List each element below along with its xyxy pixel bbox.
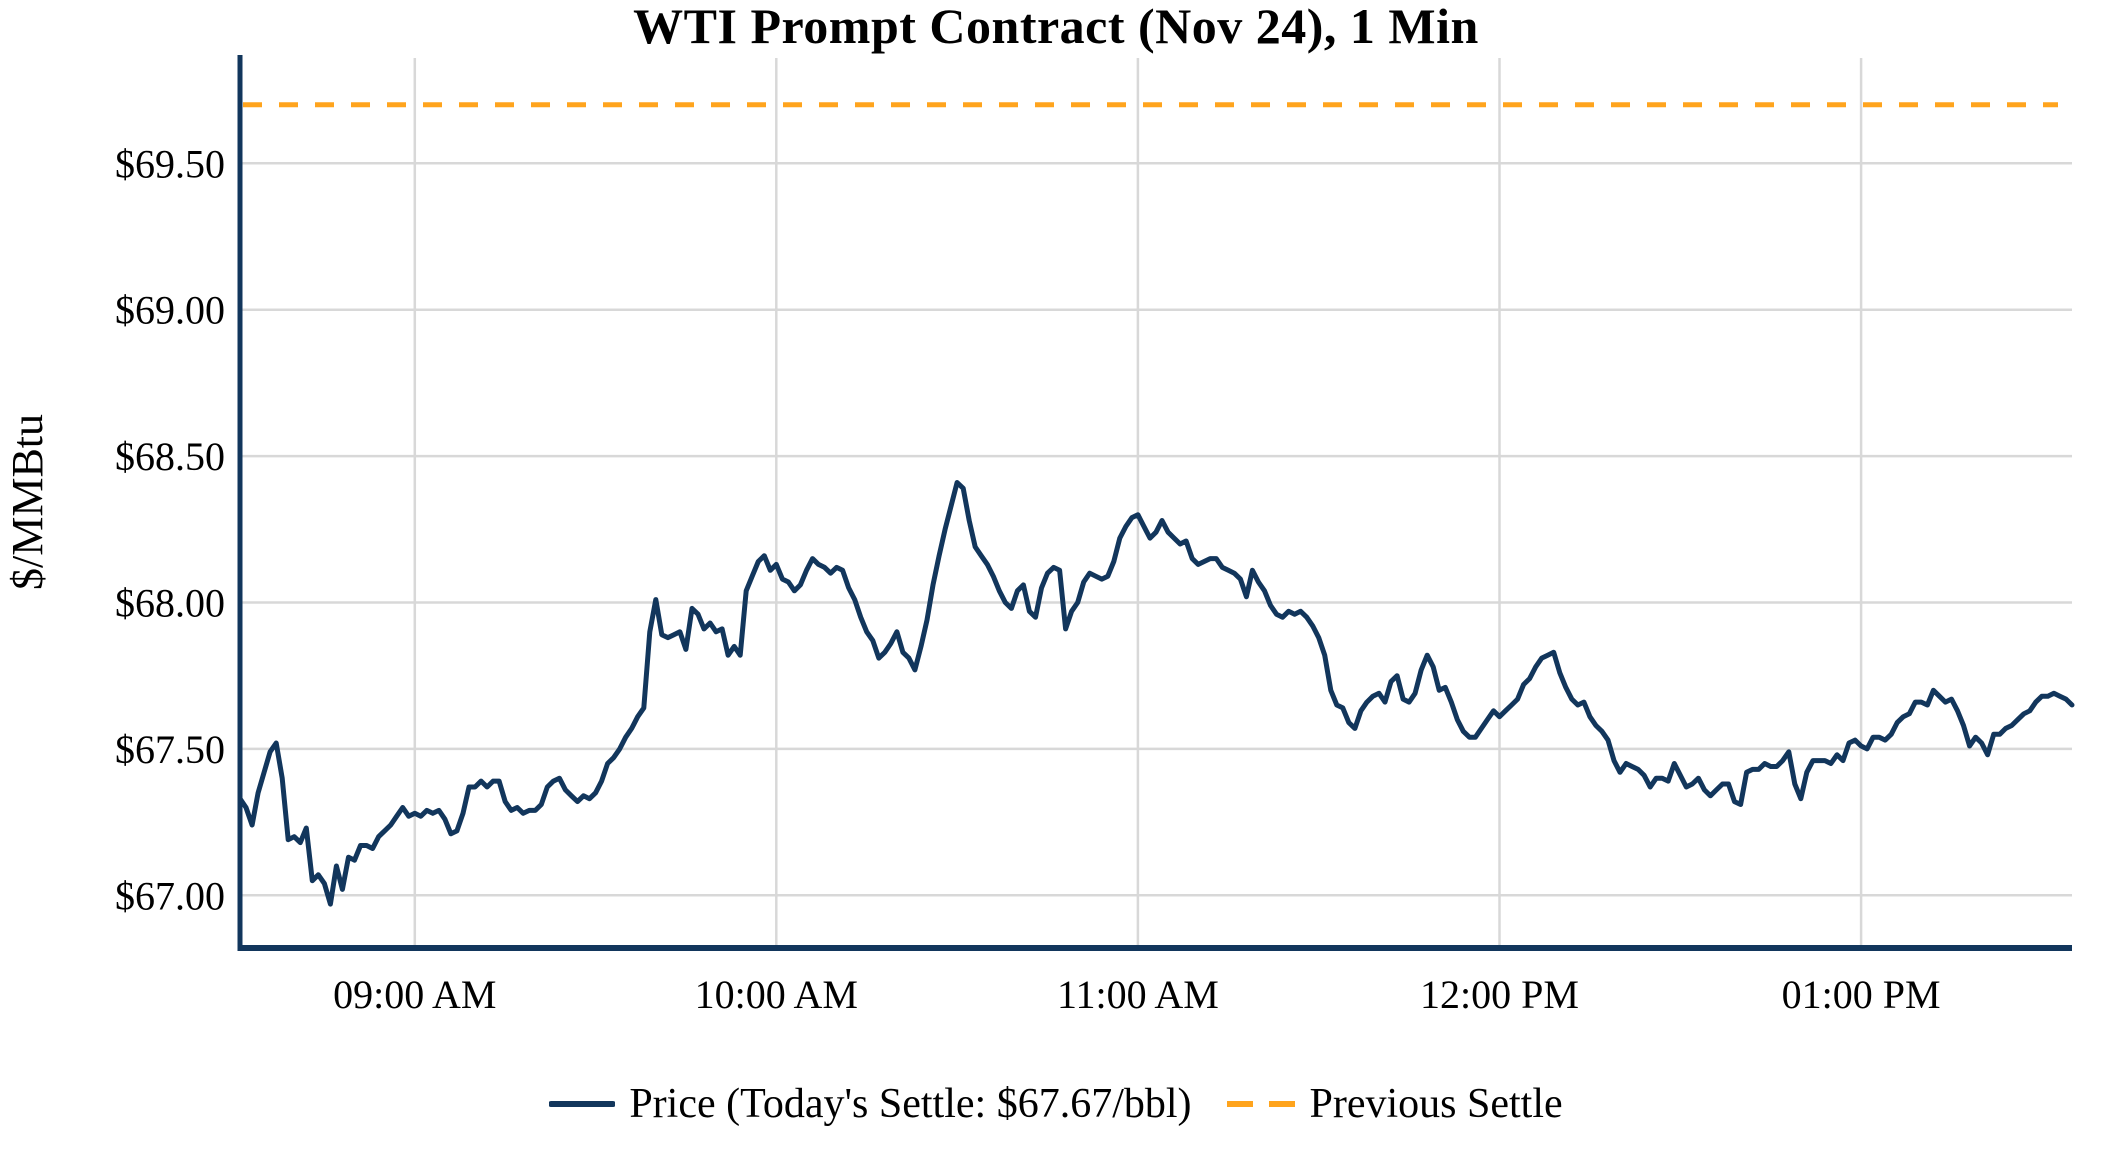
x-tick-label: 01:00 PM bbox=[1782, 972, 1941, 1017]
y-tick-label: $67.50 bbox=[115, 727, 225, 772]
previous-settle-swatch bbox=[1226, 1101, 1295, 1107]
price-line bbox=[237, 480, 2075, 907]
y-tick-label: $69.50 bbox=[115, 141, 225, 186]
chart-title: WTI Prompt Contract (Nov 24), 1 Min bbox=[633, 0, 1479, 54]
legend-price-label: Price (Today's Settle: $67.67/bbl) bbox=[629, 1081, 1192, 1127]
y-tick-label: $67.00 bbox=[115, 873, 225, 918]
y-tick-label: $68.50 bbox=[115, 434, 225, 479]
legend-previous-settle-label: Previous Settle bbox=[1309, 1081, 1563, 1127]
y-tick-label: $68.00 bbox=[115, 581, 225, 626]
x-tick-label: 10:00 AM bbox=[695, 972, 858, 1017]
y-tick-label: $69.00 bbox=[115, 288, 225, 333]
x-tick-label: 12:00 PM bbox=[1420, 972, 1579, 1017]
legend: Price (Today's Settle: $67.67/bbl) Previ… bbox=[0, 1080, 2112, 1128]
price-line-swatch bbox=[549, 1101, 616, 1107]
x-tick-label: 11:00 AM bbox=[1057, 972, 1219, 1017]
x-tick-label: 09:00 AM bbox=[333, 972, 496, 1017]
